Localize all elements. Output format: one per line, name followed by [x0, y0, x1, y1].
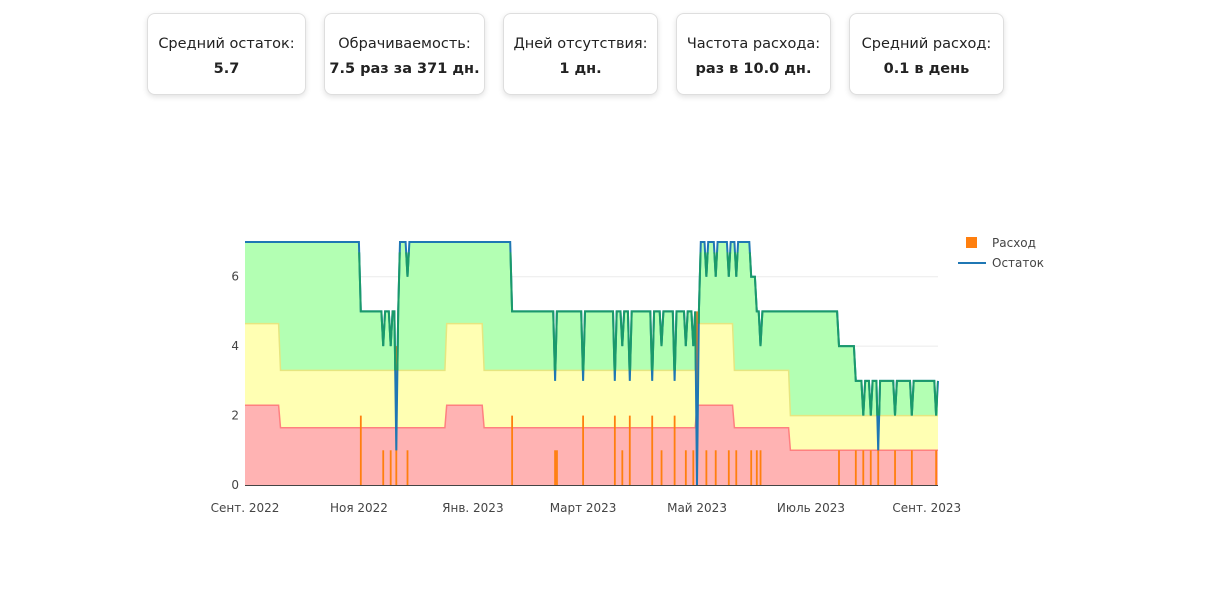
x-tick-label: Июль 2023 — [777, 501, 845, 515]
stat-card-consumption-frequency: Частота расхода: раз в 10.0 дн. — [676, 13, 831, 95]
stat-value: 5.7 — [213, 61, 240, 77]
stat-label: Средний расход: — [861, 36, 992, 52]
stat-card-avg-consumption: Средний расход: 0.1 в день — [849, 13, 1004, 95]
legend[interactable]: Расход Остаток — [958, 236, 1044, 270]
stat-card-absence-days: Дней отсутствия: 1 дн. — [503, 13, 658, 95]
stat-card-avg-stock: Средний остаток: 5.7 — [147, 13, 306, 95]
legend-label[interactable]: Остаток — [992, 256, 1044, 270]
stat-value: раз в 10.0 дн. — [695, 61, 812, 77]
y-tick-label: 4 — [231, 339, 239, 353]
x-tick-label: Сент. 2023 — [892, 501, 961, 515]
stat-label: Средний остаток: — [158, 36, 295, 52]
x-tick-label: Янв. 2023 — [442, 501, 503, 515]
x-tick-label: Ноя 2022 — [330, 501, 388, 515]
stat-label: Частота расхода: — [686, 36, 821, 52]
y-tick-label: 6 — [231, 270, 239, 284]
stat-value: 0.1 в день — [883, 61, 970, 77]
stock-line-in-zone — [245, 252, 938, 416]
red-zone — [245, 405, 938, 485]
legend-consumption-swatch — [966, 237, 977, 248]
axes: 0 2 4 6 Сент. 2022 Ноя 2022 Янв. 2023 Март 2023… — [211, 270, 962, 515]
x-tick-label: Сент. 2022 — [211, 501, 280, 515]
x-tick-label: Май 2023 — [667, 501, 727, 515]
stock-zones — [245, 242, 938, 485]
stat-value: 7.5 раз за 371 дн. — [329, 61, 480, 77]
y-tick-label: 2 — [231, 409, 239, 423]
stat-value: 1 дн. — [559, 61, 602, 77]
stock-series — [245, 241, 939, 486]
y-tick-label: 0 — [231, 478, 239, 492]
x-tick-label: Март 2023 — [550, 501, 617, 515]
legend-label[interactable]: Расход — [992, 236, 1036, 250]
stat-card-turnover: Обрачиваемость: 7.5 раз за 371 дн. — [324, 13, 485, 95]
stat-label: Дней отсутствия: — [513, 36, 648, 52]
stat-label: Обрачиваемость: — [338, 36, 471, 52]
